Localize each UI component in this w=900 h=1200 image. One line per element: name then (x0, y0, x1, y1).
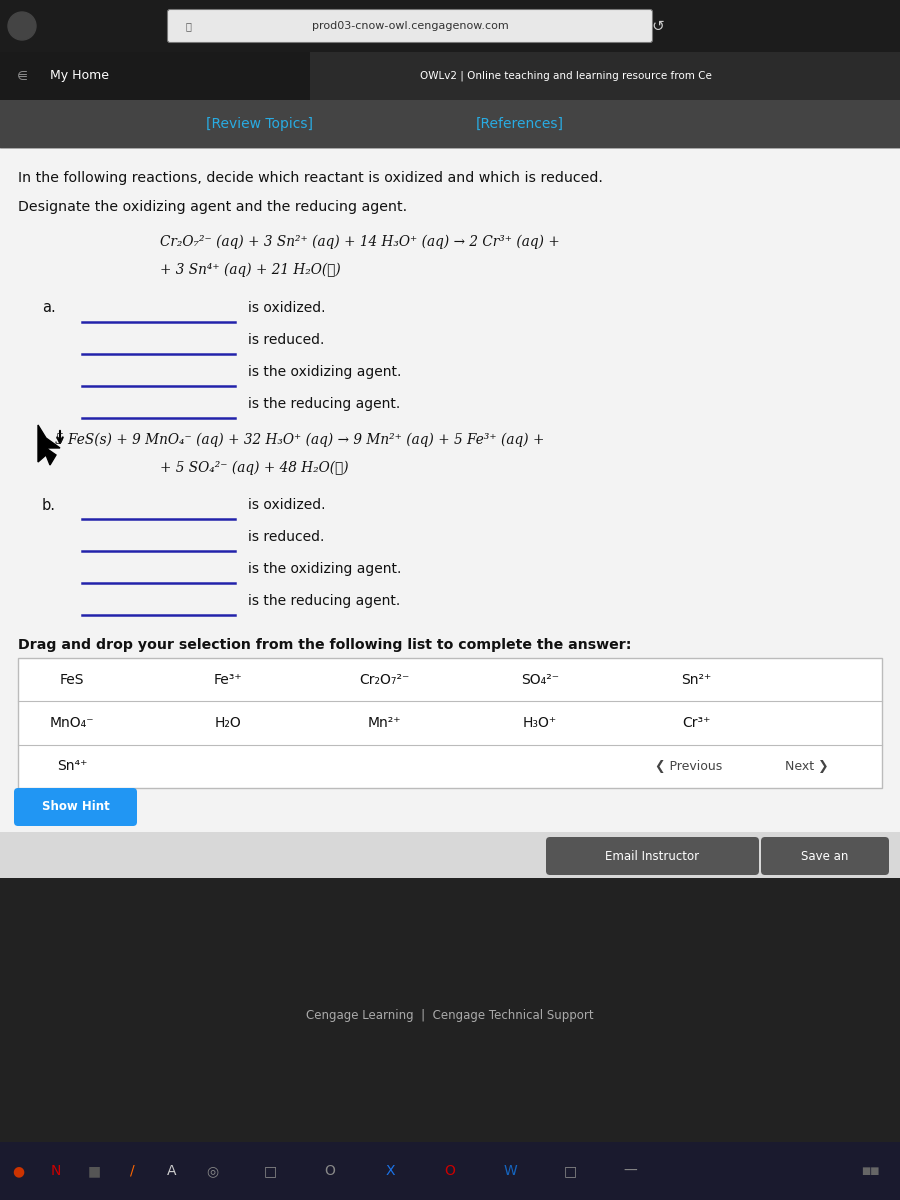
Text: [References]: [References] (476, 116, 564, 131)
Text: A: A (167, 1164, 176, 1178)
Text: Cr₂O₇²⁻: Cr₂O₇²⁻ (359, 673, 410, 686)
Text: My Home: My Home (50, 70, 109, 83)
Text: is the oxidizing agent.: is the oxidizing agent. (248, 562, 401, 576)
Text: Cengage Learning  |  Cengage Technical Support: Cengage Learning | Cengage Technical Sup… (306, 1008, 594, 1021)
Circle shape (8, 12, 36, 40)
Bar (0, 52, 310, 100)
Text: ↺: ↺ (652, 18, 664, 34)
Text: Next ❯: Next ❯ (785, 760, 829, 773)
FancyBboxPatch shape (761, 838, 889, 875)
Text: is reduced.: is reduced. (248, 530, 324, 544)
FancyBboxPatch shape (546, 838, 759, 875)
Text: is oxidized.: is oxidized. (248, 301, 326, 314)
Text: ■: ■ (87, 1164, 101, 1178)
Text: O: O (445, 1164, 455, 1178)
Bar (0, 148, 900, 1042)
Text: [Review Topics]: [Review Topics] (206, 116, 313, 131)
Polygon shape (38, 425, 60, 464)
Text: □: □ (563, 1164, 577, 1178)
Text: Sn⁴⁺: Sn⁴⁺ (57, 760, 87, 773)
Text: Cr³⁺: Cr³⁺ (682, 716, 710, 730)
Text: is reduced.: is reduced. (248, 332, 324, 347)
Text: Designate the oxidizing agent and the reducing agent.: Designate the oxidizing agent and the re… (18, 200, 407, 214)
Text: SO₄²⁻: SO₄²⁻ (521, 673, 559, 686)
Text: b.: b. (42, 498, 56, 512)
Bar (0, 0, 900, 52)
Text: In the following reactions, decide which reactant is oxidized and which is reduc: In the following reactions, decide which… (18, 170, 603, 185)
Text: Email Instructor: Email Instructor (606, 850, 699, 863)
Text: Fe³⁺: Fe³⁺ (213, 673, 242, 686)
Bar (0, 52, 900, 100)
Text: Cr₂O₇²⁻ (aq) + 3 Sn²⁺ (aq) + 14 H₃O⁺ (aq) → 2 Cr³⁺ (aq) +: Cr₂O₇²⁻ (aq) + 3 Sn²⁺ (aq) + 14 H₃O⁺ (aq… (160, 235, 560, 250)
FancyBboxPatch shape (167, 10, 652, 42)
Bar (0, 148, 900, 1042)
Text: Show Hint: Show Hint (41, 800, 110, 814)
Text: FeS: FeS (59, 673, 85, 686)
Text: W: W (503, 1164, 517, 1178)
Text: H₂O: H₂O (214, 716, 241, 730)
Text: prod03-cnow-owl.cengagenow.com: prod03-cnow-owl.cengagenow.com (311, 20, 508, 31)
Text: H₃O⁺: H₃O⁺ (523, 716, 557, 730)
Text: + 3 Sn⁴⁺ (aq) + 21 H₂O(ℓ): + 3 Sn⁴⁺ (aq) + 21 H₂O(ℓ) (160, 263, 341, 277)
Text: is the oxidizing agent.: is the oxidizing agent. (248, 365, 401, 379)
Text: Mn²⁺: Mn²⁺ (367, 716, 400, 730)
Text: a.: a. (42, 300, 56, 316)
Text: N: N (50, 1164, 61, 1178)
Text: is the reducing agent.: is the reducing agent. (248, 594, 400, 608)
Bar (0, 832, 900, 878)
Text: □: □ (264, 1164, 276, 1178)
Text: —: — (623, 1164, 637, 1178)
Bar (0, 1142, 900, 1200)
Bar (0, 877, 900, 1142)
Text: ❮ Previous: ❮ Previous (655, 760, 722, 773)
Text: Sn²⁺: Sn²⁺ (681, 673, 711, 686)
FancyBboxPatch shape (14, 788, 137, 826)
Text: X: X (385, 1164, 395, 1178)
Text: is the reducing agent.: is the reducing agent. (248, 397, 400, 410)
Text: ⋹: ⋹ (16, 70, 27, 83)
Text: is oxidized.: is oxidized. (248, 498, 326, 512)
Bar (18, 658, 882, 788)
Text: 🔒: 🔒 (185, 20, 191, 31)
Text: Save an: Save an (801, 850, 849, 863)
Text: /: / (130, 1164, 134, 1178)
Bar (0, 100, 900, 148)
Text: ◎: ◎ (206, 1164, 218, 1178)
Text: MnO₄⁻: MnO₄⁻ (50, 716, 94, 730)
Text: Drag and drop your selection from the following list to complete the answer:: Drag and drop your selection from the fo… (18, 638, 632, 652)
Text: + 5 SO₄²⁻ (aq) + 48 H₂O(ℓ): + 5 SO₄²⁻ (aq) + 48 H₂O(ℓ) (160, 461, 348, 475)
Text: 5 FeS(s) + 9 MnO₄⁻ (aq) + 32 H₃O⁺ (aq) → 9 Mn²⁺ (aq) + 5 Fe³⁺ (aq) +: 5 FeS(s) + 9 MnO₄⁻ (aq) + 32 H₃O⁺ (aq) →… (55, 433, 544, 448)
Text: ■■: ■■ (860, 1166, 879, 1176)
Text: OWLv2 | Online teaching and learning resource from Ce: OWLv2 | Online teaching and learning res… (420, 71, 712, 82)
Text: ●: ● (12, 1164, 24, 1178)
Text: O: O (325, 1164, 336, 1178)
